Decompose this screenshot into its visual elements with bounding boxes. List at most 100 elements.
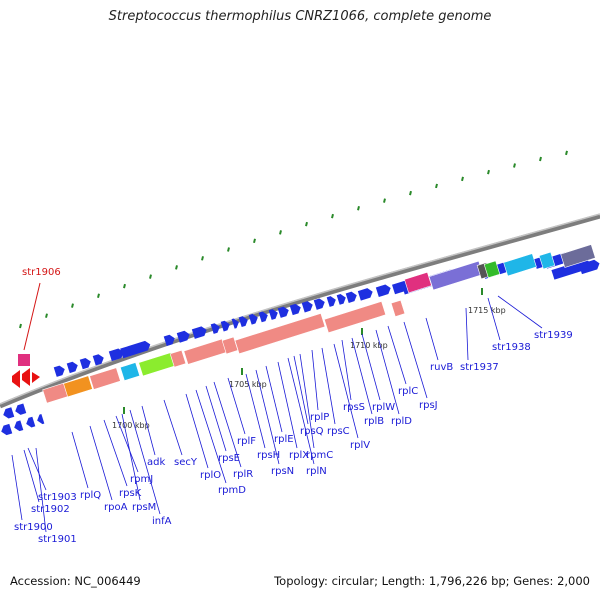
reverse-gene — [234, 312, 326, 355]
tick-mark — [201, 256, 204, 261]
forward-gene — [336, 294, 346, 305]
gene-label-rplV: rplV — [350, 440, 370, 451]
leader-line — [129, 409, 161, 515]
gene-label-rpsQ: rpsQ — [300, 426, 324, 437]
tick-mark — [461, 176, 464, 182]
leader-line — [205, 385, 227, 452]
leader-line — [277, 361, 298, 449]
reverse-gene — [1, 423, 13, 436]
gene-label-str1906: str1906 — [22, 267, 61, 278]
gene-label-str1902: str1902 — [31, 504, 70, 515]
forward-gene — [258, 311, 268, 323]
leader-line — [465, 307, 469, 361]
gene-label-rpmC: rpmC — [306, 450, 333, 461]
reverse-gene — [390, 299, 406, 317]
str1906-feature — [12, 282, 41, 388]
gene-label-str1901: str1901 — [38, 534, 77, 545]
forward-gene — [210, 323, 220, 334]
tick-mark — [435, 183, 438, 189]
forward-gene — [79, 357, 91, 370]
forward-gene — [357, 288, 373, 301]
gene-label-rplE: rplE — [274, 434, 294, 445]
forward-gene — [120, 340, 151, 359]
gene-label-rpoA: rpoA — [104, 502, 128, 513]
reverse-gene — [483, 260, 501, 279]
leader-line — [287, 357, 315, 465]
reverse-gene — [15, 403, 27, 415]
leader-line — [341, 339, 352, 401]
reverse-gene — [14, 420, 24, 432]
kbp-marker-1715: 1715 kbp — [468, 306, 506, 315]
leader-line — [89, 425, 113, 501]
leader-line — [299, 353, 315, 449]
tick-marks — [19, 150, 568, 329]
gene-label-rplW: rplW — [372, 402, 395, 413]
reverse-gene — [560, 244, 596, 268]
tick-mark — [565, 150, 568, 156]
gene-label-rpmJ: rpmJ — [130, 474, 153, 485]
leader-line — [361, 333, 381, 401]
leader-line — [185, 393, 209, 469]
gene-label-rplN: rplN — [306, 466, 327, 477]
leader-line — [27, 447, 47, 491]
kbp-marker-1710: 1710 kbp — [350, 341, 388, 350]
kbp-marker-1700: 1700 kbp — [112, 421, 150, 430]
forward-gene — [301, 301, 313, 313]
tick-mark — [149, 274, 152, 279]
tick-mark — [19, 323, 22, 329]
gene-label-rpsN: rpsN — [271, 466, 294, 477]
tick-mark — [409, 190, 412, 196]
gene-label-rpsH: rpsH — [257, 450, 280, 461]
forward-gene — [176, 330, 190, 343]
tick-mark — [97, 293, 100, 298]
tick-mark — [253, 238, 256, 244]
gene-label-rpsS: rpsS — [343, 402, 365, 413]
reverse-gene — [37, 413, 45, 425]
gene-label-rplO: rplO — [200, 470, 221, 481]
leader-line — [115, 415, 139, 473]
forward-gene — [326, 296, 336, 307]
forward-gene — [277, 306, 289, 318]
kbp-markers: 1700 kbp 1705 kbp 1710 kbp 1715 kbp — [112, 288, 506, 430]
gene-label-rpsC: rpsC — [327, 426, 350, 437]
reverse-gene — [89, 367, 121, 390]
leader-line — [71, 431, 89, 489]
leader-line — [293, 355, 309, 425]
gene-label-rpsE: rpsE — [218, 453, 240, 464]
gene-label-ruvB: ruvB — [430, 362, 453, 373]
reverse-gene — [63, 375, 93, 398]
gene-label-rpmD: rpmD — [218, 485, 246, 496]
label-leaders — [11, 295, 543, 533]
gene-label-rplD: rplD — [391, 416, 412, 427]
forward-gene — [191, 326, 207, 339]
tick-mark — [71, 303, 74, 308]
reverse-gene — [538, 251, 556, 270]
leader-line — [255, 369, 280, 465]
tick-mark — [175, 265, 178, 270]
reverse-strand — [1, 244, 596, 436]
gene-label-str1903: str1903 — [38, 492, 77, 503]
leader-line — [11, 454, 23, 521]
forward-gene — [231, 318, 239, 329]
leader-line — [375, 329, 400, 415]
leader-line — [311, 349, 319, 411]
reverse-gene — [183, 338, 227, 365]
leader-line — [497, 295, 543, 329]
reverse-gene — [323, 301, 387, 334]
gene-label-rplR: rplR — [233, 469, 253, 480]
reverse-gene — [3, 407, 15, 419]
leader-line — [387, 325, 407, 385]
leader-line — [213, 381, 242, 468]
forward-gene — [92, 354, 104, 366]
tick-mark — [123, 283, 126, 289]
forward-gene — [248, 313, 258, 325]
gene-label-str1900: str1900 — [14, 522, 53, 533]
reverse-gene — [404, 271, 432, 294]
gene-label-str1937: str1937 — [460, 362, 499, 373]
leader-line — [351, 337, 373, 415]
tick-mark — [383, 198, 386, 203]
reverse-gene — [26, 416, 36, 428]
gene-label-rplX: rplX — [289, 450, 309, 461]
gene-label-rpsK: rpsK — [119, 488, 142, 499]
forward-gene — [238, 316, 248, 328]
